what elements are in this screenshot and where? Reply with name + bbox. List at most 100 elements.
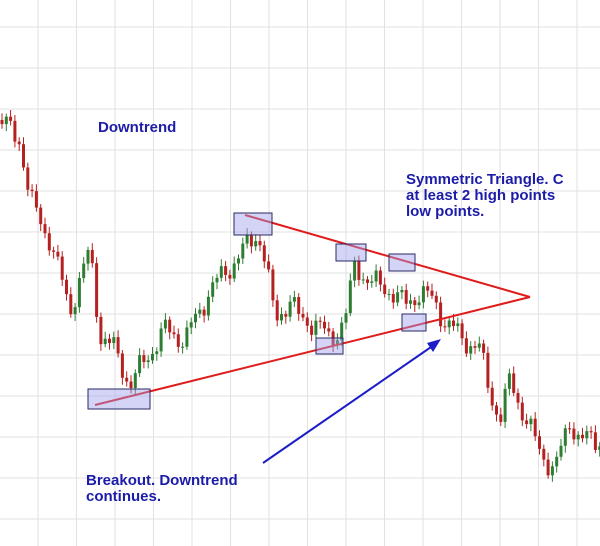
- candle-body: [176, 334, 180, 347]
- candle-body: [241, 243, 245, 259]
- candle-body: [533, 418, 537, 437]
- breakout-label: continues.: [86, 488, 161, 505]
- candle-body: [538, 436, 541, 449]
- resistance-line: [244, 214, 531, 298]
- triangle-label: low points.: [406, 203, 484, 220]
- candle-body: [374, 270, 378, 282]
- candle-body: [43, 224, 47, 234]
- candle-body: [258, 241, 262, 246]
- candle-body: [344, 313, 348, 323]
- candle-body: [26, 167, 30, 190]
- candle-body: [598, 446, 600, 450]
- candle-body: [206, 296, 210, 316]
- candle-body: [469, 346, 473, 354]
- candle-body: [335, 340, 339, 346]
- candle-body: [103, 338, 107, 345]
- candle-body: [73, 307, 77, 315]
- candle-body: [323, 321, 326, 329]
- candle-body: [112, 337, 116, 344]
- candle-body: [568, 428, 572, 430]
- candle-body: [396, 292, 400, 303]
- candle-body: [159, 328, 163, 352]
- candle-body: [507, 373, 511, 389]
- candle-body: [327, 328, 331, 332]
- candle-body: [77, 278, 81, 308]
- candle-body: [232, 263, 236, 279]
- candle-body: [464, 338, 468, 354]
- candle-body: [542, 448, 546, 460]
- candle-body: [90, 249, 94, 264]
- candle-body: [120, 353, 124, 378]
- candle-body: [254, 241, 258, 247]
- candle-body: [82, 263, 86, 279]
- candle-body: [546, 459, 550, 476]
- candle-body: [585, 431, 589, 439]
- candle-body: [318, 320, 322, 322]
- candle-body: [357, 261, 361, 280]
- candle-body: [267, 261, 271, 270]
- candle-body: [383, 284, 387, 295]
- candle-body: [443, 326, 447, 328]
- candle-body: [340, 322, 344, 341]
- candle-body: [108, 338, 111, 344]
- candle-body: [69, 294, 73, 315]
- candle-body: [22, 144, 25, 168]
- high-point-box: [335, 243, 367, 262]
- candle-body: [404, 290, 408, 304]
- high-point-box: [388, 253, 416, 272]
- high-point-box: [233, 212, 273, 236]
- candle-body: [0, 120, 4, 125]
- candle-body: [163, 319, 167, 329]
- candle-body: [559, 445, 563, 457]
- candle-body: [116, 337, 120, 354]
- candle-body: [366, 279, 369, 283]
- candle-body: [39, 207, 43, 225]
- candle-body: [353, 261, 357, 281]
- candle-body: [447, 320, 451, 328]
- candle-body: [486, 352, 490, 388]
- candle-body: [202, 309, 206, 316]
- candle-body: [86, 249, 90, 264]
- candle-body: [292, 297, 296, 302]
- candle-body: [387, 293, 391, 295]
- candle-body: [563, 428, 567, 446]
- candle-body: [503, 388, 507, 422]
- candle-body: [13, 120, 17, 142]
- candle-body: [430, 290, 434, 296]
- candle-body: [490, 387, 494, 406]
- candle-body: [47, 233, 51, 251]
- candle-body: [280, 314, 283, 321]
- candle-body: [301, 313, 305, 318]
- candle-body: [589, 431, 593, 433]
- candle-body: [439, 302, 443, 327]
- candle-body: [421, 286, 425, 303]
- candle-body: [17, 141, 21, 145]
- candles: [0, 109, 600, 482]
- candle-body: [262, 245, 266, 262]
- candle-body: [409, 300, 412, 304]
- support-line: [94, 296, 531, 406]
- candle-body: [555, 456, 559, 467]
- candle-body: [477, 343, 481, 348]
- candle-body: [129, 381, 133, 388]
- candle-body: [9, 116, 13, 121]
- candle-body: [168, 319, 172, 333]
- low-point-box: [401, 313, 427, 332]
- low-point-box: [87, 388, 151, 410]
- candle-body: [314, 320, 318, 335]
- candle-body: [378, 270, 382, 285]
- candle-body: [413, 300, 417, 306]
- candle-body: [34, 191, 38, 208]
- downtrend-label: Downtrend: [98, 119, 176, 136]
- candle-body: [142, 355, 146, 363]
- candle-body: [245, 234, 249, 244]
- candle-body: [125, 377, 129, 382]
- candle-body: [581, 434, 584, 439]
- candle-body: [288, 301, 292, 317]
- candle-body: [146, 360, 150, 363]
- candle-body: [138, 355, 142, 374]
- candle-body: [593, 432, 597, 450]
- candle-body: [400, 290, 404, 293]
